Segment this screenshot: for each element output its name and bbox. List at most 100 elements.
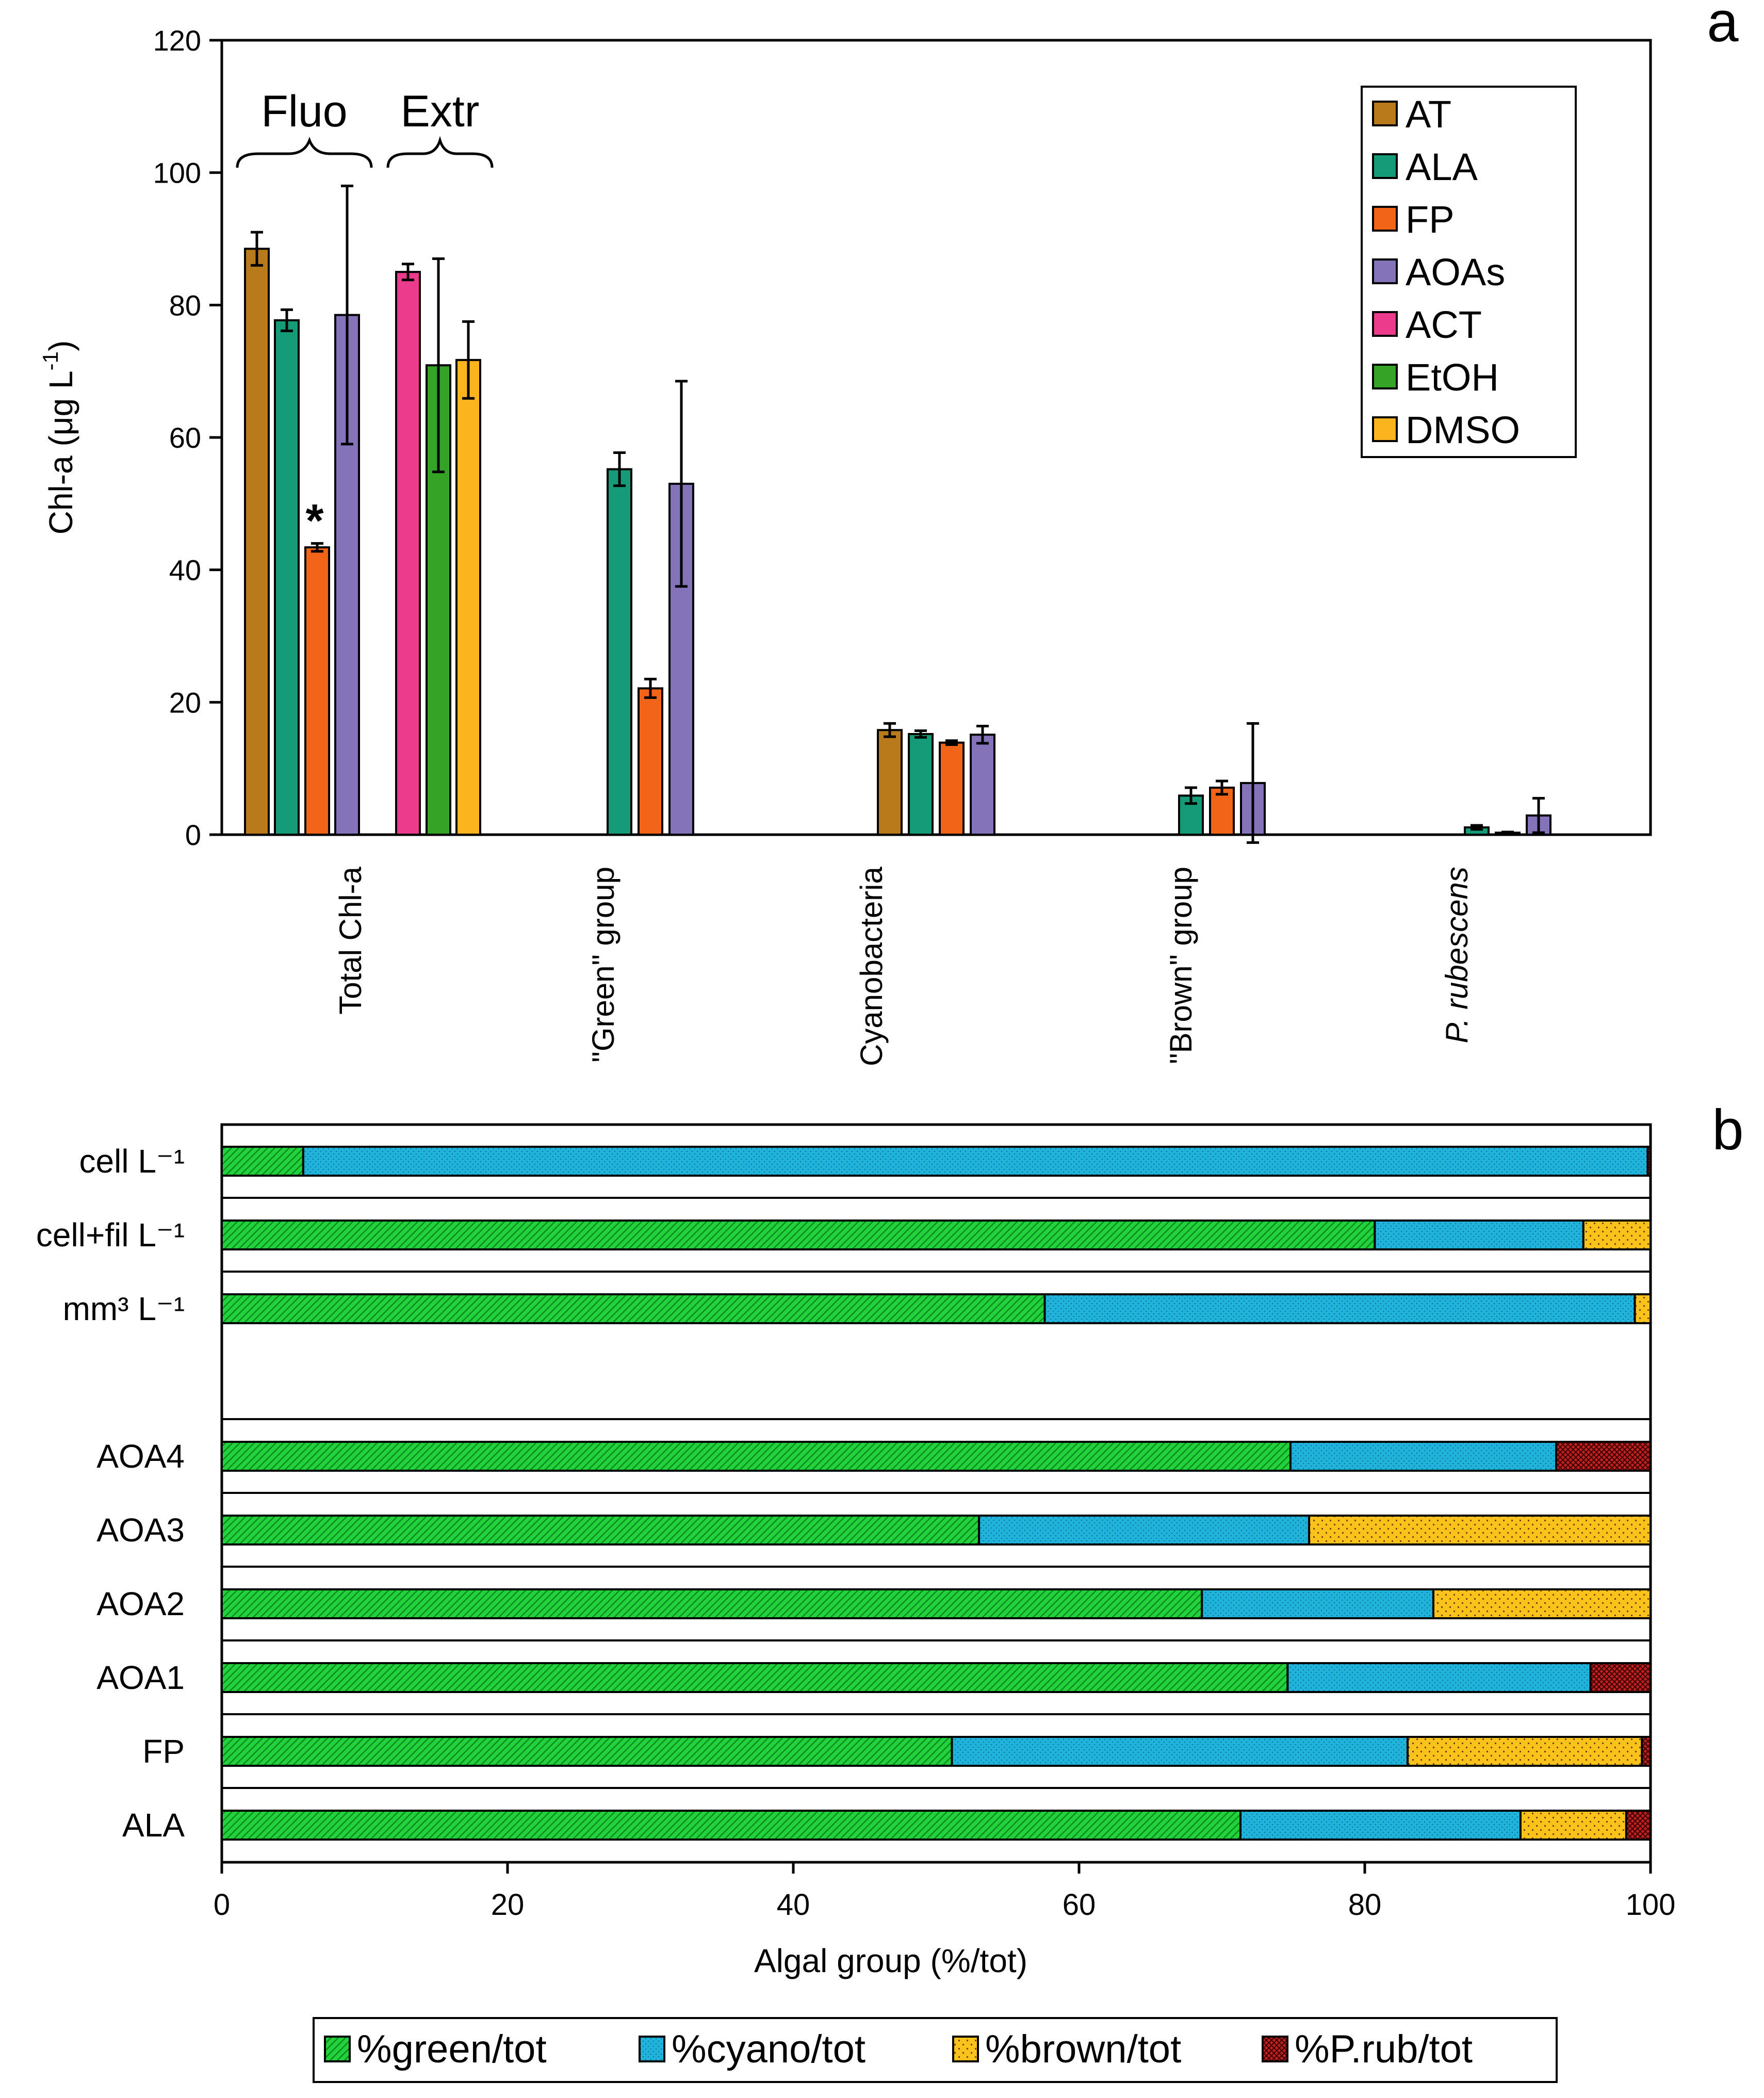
category-label: P. rubescens (1440, 867, 1474, 1043)
legend-swatch-prubtot (1262, 2036, 1288, 2062)
panel-a: a 0 20 40 60 80 100 120 Chl-a (μg L-1) Total C… (38, 0, 1739, 1066)
segment-browntot (1519, 1810, 1627, 1841)
segment-cyanotot (1239, 1810, 1522, 1841)
panel-b: b cell L⁻¹ cell+fil L⁻¹ mm³ L⁻¹ AOA4 AOA3 AOA… (36, 1098, 1744, 2083)
y-tick-label: 0 (185, 819, 201, 851)
segment-greentot (221, 1293, 1046, 1324)
panel-a-yticks: 0 20 40 60 80 100 120 (153, 24, 222, 851)
segment-cyanotot (978, 1515, 1310, 1546)
legend-swatch-at (1372, 101, 1398, 126)
category-label: "Green" group (586, 867, 620, 1062)
legend-swatch-fp (1372, 206, 1398, 232)
segment-cyanotot (1043, 1293, 1636, 1324)
x-tick-label: 80 (1348, 1888, 1382, 1922)
significance-asterisk: * (305, 495, 323, 547)
segment-cyanotot (1374, 1219, 1585, 1250)
bar-act-0 (395, 271, 421, 836)
row-label: cell+fil L⁻¹ (36, 1216, 185, 1254)
x-tick-label: 60 (1063, 1888, 1096, 1922)
segment-greentot (221, 1515, 981, 1546)
y-tick-label: 40 (169, 554, 201, 587)
y-tick-label: 60 (169, 421, 201, 454)
segment-prubtot (1646, 1146, 1652, 1177)
segment-prubtot (1589, 1662, 1652, 1693)
bar-at-0 (244, 248, 270, 836)
panel-b-legend-box (313, 2017, 1558, 2083)
y-tick-label: 20 (169, 686, 201, 719)
bar-ala-0 (274, 319, 300, 836)
segment-greentot (221, 1736, 953, 1767)
segment-greentot (221, 1441, 1292, 1472)
panel-b-legend: %green/tot %cyano/tot %brown/tot %P.rub/tot (324, 2027, 1473, 2071)
bracket-extr (386, 136, 494, 168)
segment-browntot (1634, 1293, 1652, 1324)
y-tick-label: 100 (153, 157, 201, 189)
legend-label: %P.rub/tot (1295, 2027, 1473, 2071)
legend-label-ala: ALA (1406, 145, 1478, 188)
row-label: AOA2 (96, 1585, 185, 1622)
x-tick-label: 40 (777, 1888, 810, 1922)
segment-cyanotot (302, 1146, 1649, 1177)
legend-swatch-browntot (952, 2036, 979, 2062)
x-tick-label: 20 (491, 1888, 525, 1922)
legend-swatch-ala (1372, 153, 1398, 179)
y-tick-label: 80 (169, 289, 201, 321)
legend-label: %cyano/tot (672, 2027, 865, 2071)
x-tick-label: 100 (1626, 1888, 1676, 1922)
legend-label-at: AT (1406, 93, 1451, 136)
panel-b-bars (221, 1146, 1652, 1841)
panel-b-xlabel: Algal group (%/tot) (754, 1942, 1027, 1979)
segment-greentot (221, 1146, 304, 1177)
bar-aoas-2 (970, 734, 995, 836)
panel-a-bars (244, 184, 1551, 844)
bracket-fluo (236, 137, 373, 168)
row-label: FP (142, 1733, 185, 1770)
bar-at-2 (877, 729, 903, 836)
legend-swatch-cyanotot (639, 2036, 665, 2062)
legend-label-dmso: DMSO (1406, 409, 1520, 451)
row-label: AOA4 (96, 1438, 185, 1475)
segment-cyanotot (1201, 1588, 1434, 1619)
row-label: cell L⁻¹ (79, 1143, 185, 1180)
panel-b-xticks: 0 20 40 60 80 100 (214, 1862, 1676, 1922)
legend-label-etoh: EtOH (1406, 356, 1499, 399)
category-label: "Brown" group (1164, 867, 1198, 1064)
x-tick-label: 0 (214, 1888, 230, 1922)
segment-prubtot (1625, 1810, 1652, 1841)
legend-label-aoas: AOAs (1406, 251, 1505, 294)
panel-a-category-labels: Total Chl-a "Green" group Cyanobacteria "Br… (333, 866, 1474, 1066)
segment-prubtot (1555, 1441, 1652, 1472)
legend-swatch-dmso (1372, 416, 1398, 442)
panel-a-legend: AT ALA FP AOAs ACT EtOH DMSO (1372, 93, 1520, 451)
segment-browntot (1308, 1515, 1652, 1546)
legend-swatch-greentot (324, 2036, 351, 2062)
panel-a-ylabel: Chl-a (μg L-1) (38, 340, 79, 535)
bracket-fluo-label: Fluo (261, 87, 347, 136)
segment-cyanotot (1286, 1662, 1592, 1693)
segment-prubtot (1641, 1736, 1652, 1767)
legend-swatch-etoh (1372, 364, 1398, 389)
panel-b-row-labels: cell L⁻¹ cell+fil L⁻¹ mm³ L⁻¹ AOA4 AOA3 AOA2 A… (36, 1143, 185, 1844)
row-label: mm³ L⁻¹ (63, 1290, 185, 1327)
bar-ala-2 (908, 733, 934, 836)
y-tick-label: 120 (153, 24, 201, 57)
row-label: ALA (122, 1807, 185, 1844)
segment-greentot (221, 1588, 1203, 1619)
segment-browntot (1582, 1219, 1652, 1250)
bar-dmso-0 (455, 359, 481, 836)
category-label: Cyanobacteria (854, 866, 889, 1066)
segment-greentot (221, 1810, 1242, 1841)
bracket-extr-label: Extr (401, 87, 480, 136)
segment-browntot (1407, 1736, 1643, 1767)
segment-cyanotot (1289, 1441, 1558, 1472)
panel-b-label: b (1712, 1098, 1743, 1162)
legend-label: %green/tot (357, 2027, 547, 2071)
bar-ala-1 (607, 468, 632, 836)
segment-greentot (221, 1219, 1376, 1250)
row-label: AOA1 (96, 1659, 185, 1696)
legend-swatch-act (1372, 311, 1398, 337)
bar-fp-1 (638, 687, 663, 836)
segment-greentot (221, 1662, 1289, 1693)
panel-a-label: a (1707, 0, 1739, 54)
